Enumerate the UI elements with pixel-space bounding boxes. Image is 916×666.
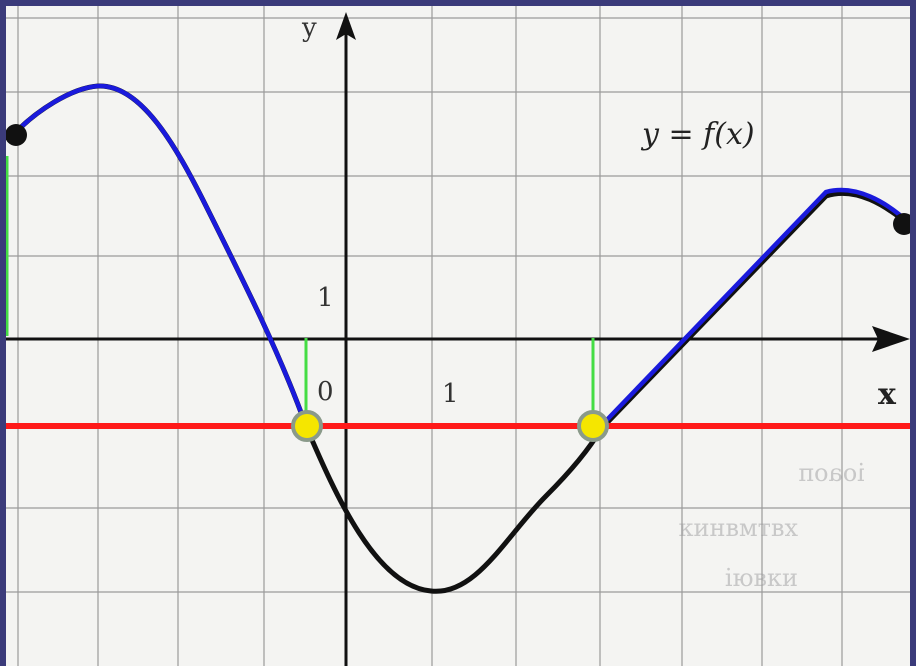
highlight-segment-right — [598, 187, 910, 429]
function-graph: іоаоп кинвмтвх іювки y = f(x) x y 0 1 1 — [6, 6, 910, 666]
y-axis-label: y — [301, 13, 317, 43]
intersection-point-2-icon — [577, 410, 609, 442]
origin-label: 0 — [317, 377, 334, 407]
highlight-segment-left — [11, 83, 309, 429]
graph-canvas: іоаоп кинвмтвх іювки y = f(x) x y 0 1 1 — [6, 6, 910, 666]
y-axis-arrow-icon — [336, 12, 356, 40]
x-axis-label: x — [878, 377, 897, 412]
right-endpoint-dot-icon — [893, 213, 910, 235]
left-endpoint-dot-icon — [6, 124, 27, 146]
mirrored-text-2: кинвмтвх — [679, 514, 799, 542]
intersection-point-1-icon — [291, 410, 323, 442]
y-tick-label: 1 — [317, 283, 334, 313]
mirrored-text-1: іоаоп — [798, 459, 865, 487]
function-label: y = f(x) — [640, 117, 755, 152]
x-axis-arrow-icon — [872, 326, 910, 352]
x-tick-label: 1 — [442, 379, 459, 409]
